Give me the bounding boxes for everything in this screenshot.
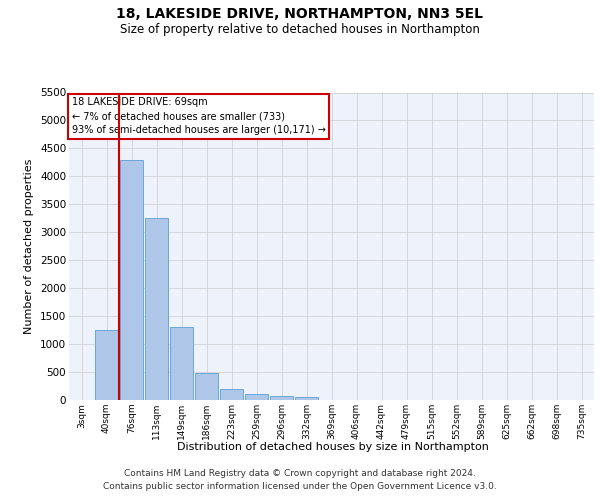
- Bar: [195, 373, 218, 400]
- Text: Contains public sector information licensed under the Open Government Licence v3: Contains public sector information licen…: [103, 482, 497, 491]
- Bar: [270, 396, 293, 400]
- Bar: [170, 328, 193, 400]
- Bar: [295, 396, 318, 400]
- Bar: [95, 330, 118, 400]
- Bar: [120, 160, 143, 400]
- Bar: [220, 389, 243, 400]
- Bar: [145, 218, 168, 400]
- Text: 18, LAKESIDE DRIVE, NORTHAMPTON, NN3 5EL: 18, LAKESIDE DRIVE, NORTHAMPTON, NN3 5EL: [116, 8, 484, 22]
- Text: Distribution of detached houses by size in Northampton: Distribution of detached houses by size …: [177, 442, 489, 452]
- Bar: [245, 394, 268, 400]
- Y-axis label: Number of detached properties: Number of detached properties: [25, 158, 34, 334]
- Text: Contains HM Land Registry data © Crown copyright and database right 2024.: Contains HM Land Registry data © Crown c…: [124, 469, 476, 478]
- Text: Size of property relative to detached houses in Northampton: Size of property relative to detached ho…: [120, 22, 480, 36]
- Text: 18 LAKESIDE DRIVE: 69sqm
← 7% of detached houses are smaller (733)
93% of semi-d: 18 LAKESIDE DRIVE: 69sqm ← 7% of detache…: [71, 97, 325, 135]
